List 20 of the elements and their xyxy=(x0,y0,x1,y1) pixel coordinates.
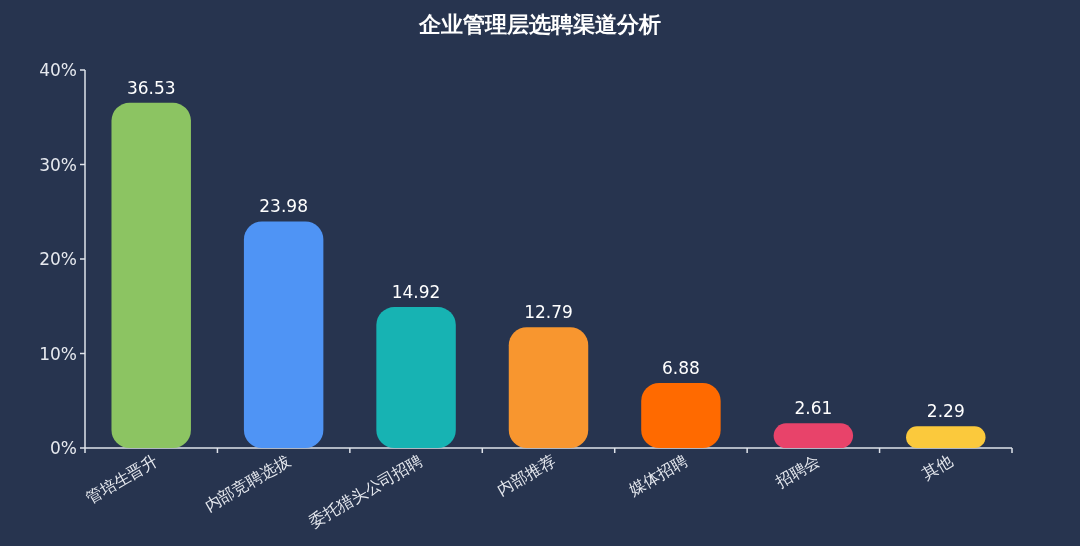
data-label: 6.88 xyxy=(662,358,700,378)
xtick: 内部竞聘选拔 xyxy=(201,451,294,516)
data-label: 12.79 xyxy=(524,302,573,323)
title: 企业管理层选聘渠道分析 xyxy=(419,12,661,37)
xtick: 媒体招聘 xyxy=(626,451,691,500)
ytick: 10% xyxy=(39,343,77,364)
xtick: 委托猎头公司招聘 xyxy=(305,451,427,532)
ytick: 30% xyxy=(39,154,77,175)
data-label: 14.92 xyxy=(391,282,441,302)
xtick: 内部推荐 xyxy=(493,451,559,500)
ytick: 0% xyxy=(50,438,77,458)
data-label: 2.61 xyxy=(794,398,833,419)
ytick: 40% xyxy=(39,60,77,80)
data-label: 2.29 xyxy=(926,401,965,422)
xtick: 管培生晋升 xyxy=(82,451,162,508)
data-label: 23.98 xyxy=(259,196,308,217)
xtick: 招聘会 xyxy=(772,451,824,492)
xtick: 其他 xyxy=(918,451,956,484)
ytick: 20% xyxy=(39,249,77,269)
data-label: 36.53 xyxy=(126,77,176,98)
